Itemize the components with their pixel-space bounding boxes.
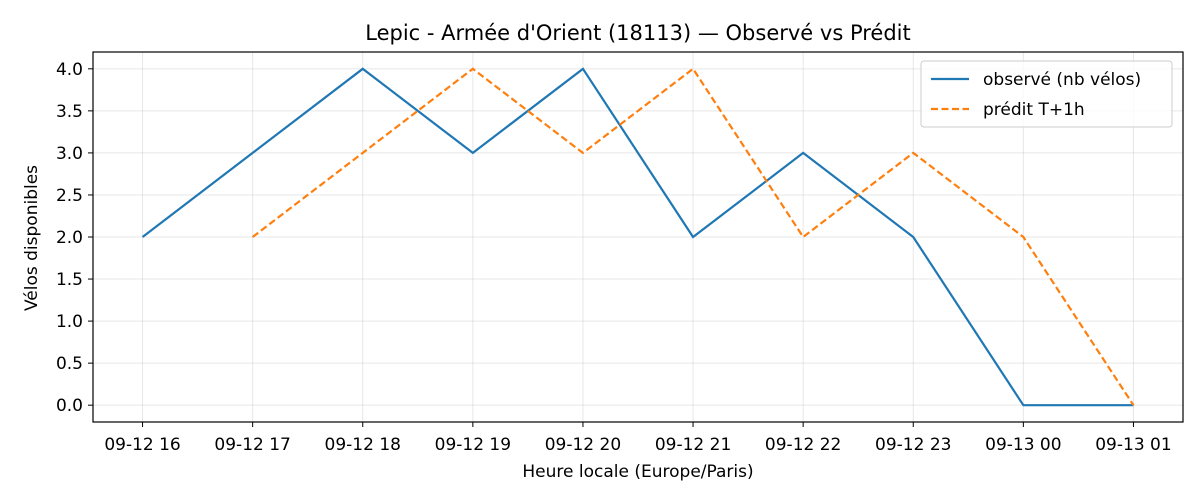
x-tick-label: 09-12 21 — [655, 435, 731, 455]
y-tick-label: 2.0 — [56, 228, 83, 248]
x-tick-label: 09-12 23 — [875, 435, 951, 455]
y-axis: 0.0 0.5 1.0 1.5 2.0 2.5 3.0 3.5 4.0 — [56, 60, 93, 416]
x-tick-label: 09-12 20 — [545, 435, 621, 455]
x-tick-label: 09-13 01 — [1095, 435, 1171, 455]
y-tick-label: 0.0 — [56, 396, 83, 416]
y-tick-label: 1.0 — [56, 312, 83, 332]
x-tick-label: 09-13 00 — [985, 435, 1061, 455]
legend-label-observed: observé (nb vélos) — [983, 70, 1141, 90]
x-tick-label: 09-12 18 — [325, 435, 401, 455]
chart-title: Lepic - Armée d'Orient (18113) — Observé… — [365, 21, 910, 45]
series-layer — [141, 67, 1135, 407]
x-axis-label: Heure locale (Europe/Paris) — [522, 462, 753, 482]
y-tick-label: 4.0 — [56, 60, 83, 80]
y-tick-label: 3.0 — [56, 144, 83, 164]
legend-box — [920, 60, 1173, 128]
y-tick-label: 0.5 — [56, 354, 83, 374]
legend: observé (nb vélos) prédit T+1h — [920, 60, 1173, 128]
y-tick-label: 3.5 — [56, 102, 83, 122]
observed-series-line — [141, 67, 1134, 407]
y-tick-label: 1.5 — [56, 270, 83, 290]
x-tick-label: 09-12 22 — [765, 435, 841, 455]
x-tick-label: 09-12 19 — [435, 435, 511, 455]
legend-label-predicted: prédit T+1h — [983, 100, 1085, 120]
x-axis: 09-12 16 09-12 17 09-12 18 09-12 19 09-12 20… — [104, 422, 1172, 455]
y-tick-label: 2.5 — [56, 186, 83, 206]
x-tick-label: 09-12 16 — [104, 435, 180, 455]
y-axis-label: Vélos disponibles — [22, 165, 42, 311]
x-tick-label: 09-12 17 — [214, 435, 290, 455]
predicted-series-line — [251, 67, 1135, 406]
